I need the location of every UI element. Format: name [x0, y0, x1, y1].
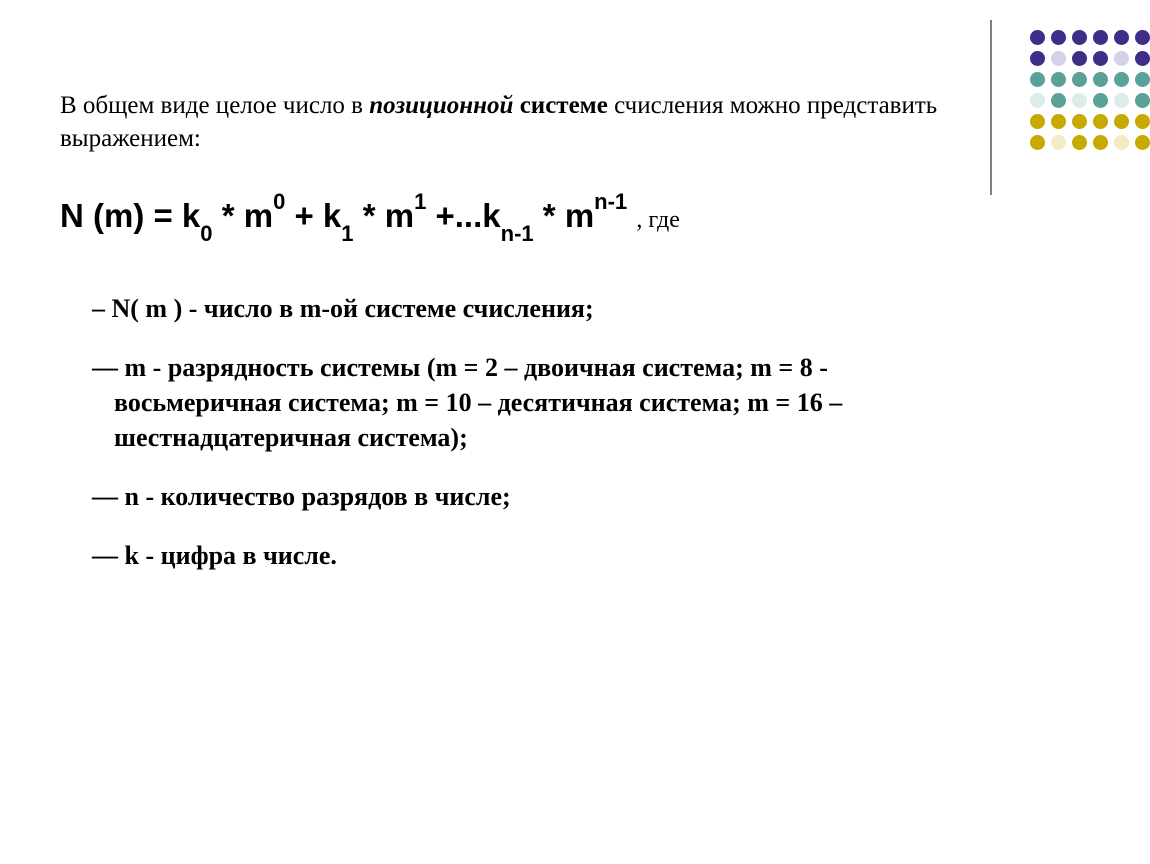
- formula-lhs: N (m) = k: [60, 197, 200, 234]
- formula-p2: + k: [285, 197, 341, 234]
- dot-row: [1024, 135, 1150, 150]
- def-2-text: m - разрядность системы (m = 2 – двоична…: [114, 353, 842, 452]
- formula-p1: * m: [213, 197, 274, 234]
- dash: –: [92, 294, 105, 323]
- formula-p5: * m: [534, 197, 595, 234]
- dot-row: [1024, 72, 1150, 87]
- formula-sup0: 0: [273, 189, 285, 214]
- dot: [1030, 51, 1045, 66]
- dot: [1051, 114, 1066, 129]
- dot-grid: [1024, 30, 1150, 156]
- dot: [1051, 93, 1066, 108]
- def-4-text: k - цифра в числе.: [125, 541, 337, 570]
- def-item-1: – N( m ) - число в m-ой системе счислени…: [92, 291, 980, 326]
- dot: [1135, 72, 1150, 87]
- dot: [1135, 30, 1150, 45]
- vertical-line: [990, 20, 992, 195]
- formula-where: , где: [636, 207, 680, 233]
- formula-p3: * m: [354, 197, 415, 234]
- intro-mid: системе: [513, 92, 607, 119]
- def-3-text: n - количество разрядов в числе;: [125, 482, 511, 511]
- formula-p4: +...k: [426, 197, 500, 234]
- dot: [1072, 51, 1087, 66]
- dot-row: [1024, 93, 1150, 108]
- def-1-text: N( m ) - число в m-ой системе счисления;: [112, 294, 594, 323]
- dot: [1135, 135, 1150, 150]
- slide: В общем виде целое число в позиционной с…: [0, 0, 1150, 864]
- dot: [1051, 30, 1066, 45]
- dot: [1093, 114, 1108, 129]
- dot: [1030, 135, 1045, 150]
- dot: [1114, 30, 1129, 45]
- dot-row: [1024, 30, 1150, 45]
- formula-supn: n-1: [594, 189, 627, 214]
- dot: [1072, 72, 1087, 87]
- content-area: В общем виде целое число в позиционной с…: [60, 90, 980, 597]
- intro-prefix: В общем виде целое число в: [60, 92, 369, 119]
- dot: [1051, 135, 1066, 150]
- dot: [1072, 30, 1087, 45]
- dot: [1030, 93, 1045, 108]
- formula-sub0: 0: [200, 221, 212, 246]
- def-item-2: — m - разрядность системы (m = 2 – двоич…: [92, 350, 980, 455]
- dot: [1051, 72, 1066, 87]
- formula: N (m) = k0 * m0 + k1 * m1 +...kn-1 * mn-…: [60, 195, 980, 241]
- intro-emph: позиционной: [369, 92, 513, 119]
- def-item-4: — k - цифра в числе.: [92, 538, 980, 573]
- dot: [1093, 30, 1108, 45]
- dot: [1093, 135, 1108, 150]
- dot: [1135, 51, 1150, 66]
- dash: —: [92, 541, 118, 570]
- dot: [1051, 51, 1066, 66]
- dot: [1093, 72, 1108, 87]
- intro-text: В общем виде целое число в позиционной с…: [60, 90, 980, 155]
- dash: —: [92, 353, 118, 382]
- formula-subn: n-1: [501, 221, 534, 246]
- dot: [1093, 93, 1108, 108]
- dot: [1030, 114, 1045, 129]
- dot-row: [1024, 51, 1150, 66]
- dot: [1030, 30, 1045, 45]
- dot: [1135, 93, 1150, 108]
- dot-row: [1024, 114, 1150, 129]
- dot: [1093, 51, 1108, 66]
- dot: [1072, 93, 1087, 108]
- dot: [1114, 135, 1129, 150]
- formula-tail: [627, 197, 636, 234]
- dot: [1030, 72, 1045, 87]
- def-item-3: — n - количество разрядов в числе;: [92, 479, 980, 514]
- definitions-list: – N( m ) - число в m-ой системе счислени…: [60, 291, 980, 574]
- formula-sub1: 1: [341, 221, 353, 246]
- dash: —: [92, 482, 118, 511]
- dot: [1072, 135, 1087, 150]
- formula-sup1: 1: [414, 189, 426, 214]
- dot: [1114, 51, 1129, 66]
- dot: [1114, 72, 1129, 87]
- dot: [1072, 114, 1087, 129]
- dot: [1114, 93, 1129, 108]
- dot: [1114, 114, 1129, 129]
- dot: [1135, 114, 1150, 129]
